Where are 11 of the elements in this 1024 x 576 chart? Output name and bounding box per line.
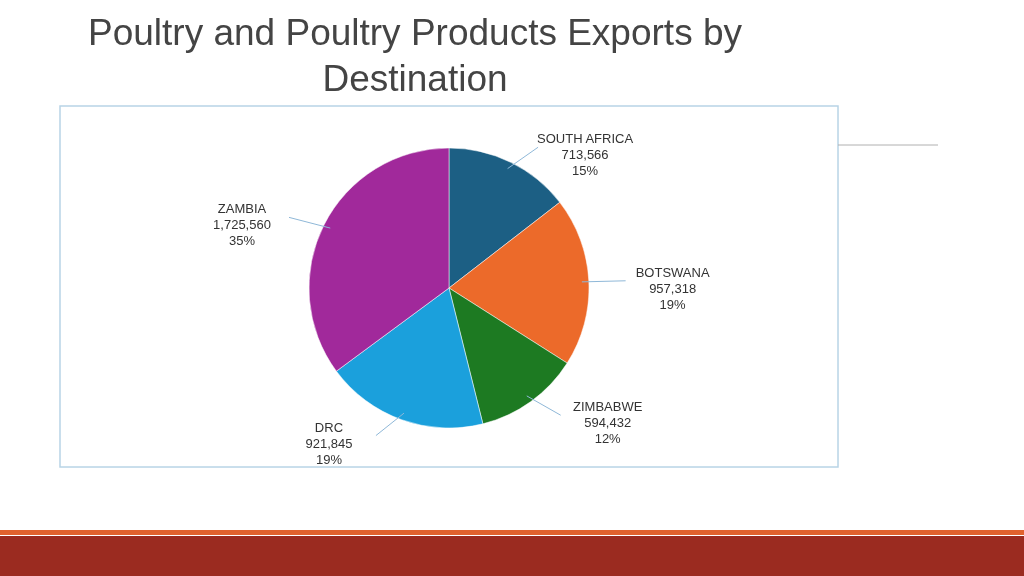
data-label: 957,318 19% <box>649 280 697 312</box>
slice-label: ZAMBIA <box>217 201 267 217</box>
chart-title: Poultry and Poultry Products Exports by Destination <box>87 11 743 101</box>
data-label: 713,566 15% <box>561 147 609 179</box>
slice-label: DRC <box>314 419 344 435</box>
data-label: 921,845 19% <box>305 435 353 467</box>
data-label: 1,725,560 35% <box>213 217 271 249</box>
slice-label: SOUTH AFRICA <box>537 131 634 147</box>
slice-label: ZIMBABWE <box>573 399 643 415</box>
data-label: 594,432 12% <box>584 415 632 447</box>
slice-label: BOTSWANA <box>635 264 710 280</box>
